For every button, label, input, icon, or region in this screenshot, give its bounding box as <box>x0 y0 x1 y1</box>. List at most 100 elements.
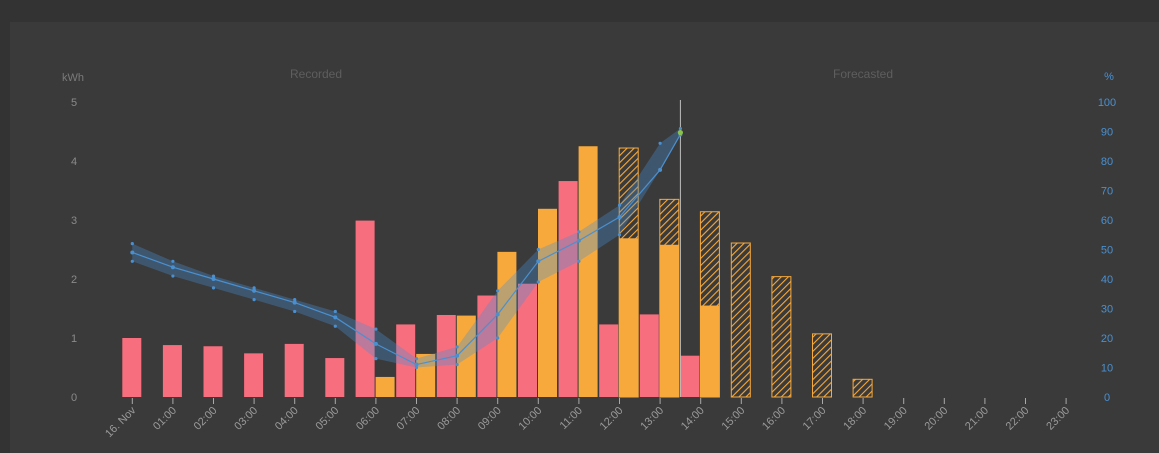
band-high-point <box>293 298 297 302</box>
percentage-point <box>170 265 175 270</box>
right-tick-label: 30 <box>1101 304 1113 316</box>
x-axis: 16. Nov 01:00 02:00 03:00 04:00 05:00 06:00 07:… <box>103 398 1072 440</box>
band-high-point <box>171 259 175 263</box>
x-tick-label: 15:00 <box>719 405 747 433</box>
x-tick-label: 14:00 <box>679 405 707 433</box>
percentage-point <box>130 250 135 255</box>
bar-recorded-production <box>578 146 598 397</box>
percentage-line <box>130 126 684 370</box>
band-high-point <box>211 274 216 278</box>
percentage-point <box>576 238 581 243</box>
bar-recorded-consumption <box>558 181 578 397</box>
left-axis-unit: kWh <box>62 72 84 84</box>
band-high-point <box>374 327 378 331</box>
percentage-point <box>211 277 216 281</box>
bar-forecast-production <box>852 378 873 398</box>
bar-recorded-production <box>700 305 720 397</box>
x-tick-label: 05:00 <box>313 405 341 433</box>
x-tick-label: 13:00 <box>638 405 666 433</box>
band-low-point <box>252 298 256 302</box>
right-tick-label: 10 <box>1101 363 1113 375</box>
band-low-point <box>536 280 540 284</box>
band-high-point <box>496 289 500 293</box>
current-point-highlight <box>677 129 684 136</box>
right-axis-ticks: 0 10 20 30 40 50 60 70 80 90 100 <box>1098 97 1116 404</box>
right-tick-label: 90 <box>1101 127 1113 139</box>
bar-recorded-consumption <box>639 314 659 397</box>
left-tick-label: 1 <box>71 333 77 345</box>
x-tick-label: 16:00 <box>760 405 788 433</box>
left-tick-label: 5 <box>71 97 77 109</box>
x-tick-label: 03:00 <box>232 405 260 433</box>
bar-forecast-production <box>730 242 751 398</box>
x-tick-label: 22:00 <box>1004 405 1032 433</box>
bar-forecast-production <box>771 276 792 398</box>
bar-recorded-production <box>456 315 476 397</box>
right-tick-label: 40 <box>1101 274 1113 286</box>
percentage-point <box>617 215 622 220</box>
band-low-point <box>374 357 378 361</box>
percentage-point <box>455 353 460 358</box>
band-high-point <box>617 203 622 207</box>
band-low-point <box>293 309 297 314</box>
left-tick-label: 3 <box>71 215 77 227</box>
percentage-point <box>536 259 541 264</box>
percentage-point <box>658 167 663 172</box>
bar-recorded-consumption <box>203 346 223 397</box>
right-tick-label: 70 <box>1101 186 1113 198</box>
band-high-point <box>678 126 683 131</box>
bars <box>122 146 873 398</box>
section-label-recorded: Recorded <box>290 67 342 81</box>
percentage-point <box>373 341 378 346</box>
right-tick-label: 20 <box>1101 333 1113 345</box>
bar-recorded-production <box>416 353 436 397</box>
x-tick-label: 09:00 <box>476 405 504 433</box>
x-tick-label: 21:00 <box>963 405 991 433</box>
band-low-point <box>414 365 419 370</box>
band-high-point <box>252 286 256 290</box>
percentage-band <box>132 128 681 368</box>
bar-recorded-consumption <box>244 353 264 397</box>
bar-recorded-production <box>659 244 679 397</box>
left-tick-label: 2 <box>71 274 77 286</box>
right-tick-label: 50 <box>1101 245 1113 257</box>
bar-forecast-production <box>812 333 832 398</box>
bar-recorded-consumption <box>162 345 182 397</box>
band-low-point <box>333 324 337 328</box>
bar-recorded-production <box>497 251 517 397</box>
x-tick-label: 06:00 <box>354 405 382 433</box>
band-low-point <box>130 259 134 263</box>
bar-recorded-consumption <box>436 314 456 397</box>
band-high-point <box>658 141 662 145</box>
percentage-point <box>252 288 257 293</box>
band-low-point <box>171 274 175 278</box>
x-tick-label: 08:00 <box>435 405 463 433</box>
band-low-point <box>617 233 622 237</box>
bar-recorded-production <box>538 208 557 397</box>
x-tick-label: 18:00 <box>841 405 869 433</box>
right-tick-label: 60 <box>1101 215 1113 227</box>
bar-recorded-consumption <box>325 358 345 397</box>
chart-panel: Recorded Forecasted kWh % 0 1 2 3 4 5 0 10 20 30… <box>10 22 1159 453</box>
band-high-point <box>414 357 419 361</box>
right-axis-unit: % <box>1104 71 1114 83</box>
x-tick-label: 10:00 <box>516 405 544 433</box>
confidence-band <box>132 128 681 368</box>
x-tick-label: 20:00 <box>922 405 950 433</box>
band-high-point <box>130 242 134 246</box>
right-tick-label: 0 <box>1104 392 1110 404</box>
section-label-forecasted: Forecasted <box>833 67 893 81</box>
x-tick-label: 04:00 <box>273 405 301 433</box>
bar-recorded-consumption <box>284 343 304 397</box>
left-tick-label: 0 <box>71 392 77 404</box>
x-tick-label: 12:00 <box>598 405 626 433</box>
right-tick-label: 100 <box>1098 97 1116 109</box>
right-tick-label: 80 <box>1101 156 1113 168</box>
percentage-point <box>414 362 419 367</box>
x-tick-label: 01:00 <box>151 405 179 433</box>
left-tick-label: 4 <box>71 156 77 168</box>
band-high-point <box>455 345 459 349</box>
x-tick-label: 02:00 <box>192 405 220 433</box>
bar-recorded-consumption <box>396 324 416 397</box>
bar-recorded-consumption <box>355 220 375 397</box>
